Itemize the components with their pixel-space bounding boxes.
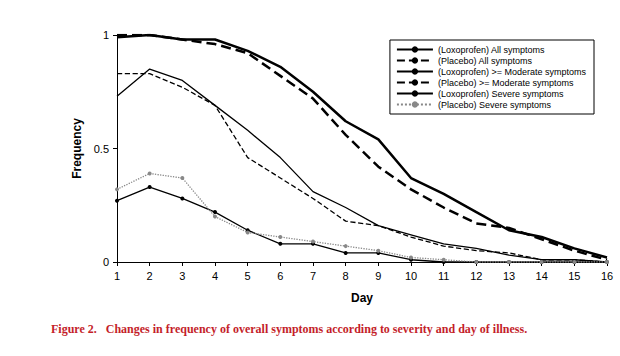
svg-text:8: 8 (343, 270, 349, 282)
svg-text:(Placebo) All symptoms: (Placebo) All symptoms (438, 56, 533, 66)
svg-text:7: 7 (310, 270, 316, 282)
svg-text:11: 11 (438, 270, 449, 282)
svg-text:Frequency: Frequency (70, 118, 84, 179)
svg-text:14: 14 (536, 270, 548, 282)
svg-text:2: 2 (147, 270, 153, 282)
svg-text:3: 3 (179, 270, 185, 282)
svg-text:12: 12 (470, 270, 482, 282)
svg-text:Day: Day (351, 291, 373, 305)
svg-text:10: 10 (405, 270, 417, 282)
svg-text:4: 4 (212, 270, 218, 282)
svg-text:13: 13 (503, 270, 515, 282)
svg-text:(Loxoprofen) All symptoms: (Loxoprofen) All symptoms (438, 45, 545, 55)
svg-text:15: 15 (568, 270, 580, 282)
svg-text:Figure 2. Changes in frequen: Figure 2. Changes in frequency of overal… (51, 322, 527, 336)
svg-text:0: 0 (103, 256, 109, 268)
svg-text:16: 16 (601, 270, 613, 282)
svg-text:(Loxoprofen) Severe symptoms: (Loxoprofen) Severe symptoms (438, 89, 564, 99)
svg-text:1: 1 (103, 29, 109, 41)
svg-text:(Placebo) >= Moderate symptoms: (Placebo) >= Moderate symptoms (438, 78, 574, 88)
svg-text:9: 9 (375, 270, 381, 282)
svg-text:0.5: 0.5 (94, 143, 109, 155)
svg-text:(Loxoprofen) >= Moderate sympt: (Loxoprofen) >= Moderate symptoms (438, 67, 587, 77)
svg-text:1: 1 (114, 270, 120, 282)
svg-text:5: 5 (245, 270, 251, 282)
svg-text:6: 6 (277, 270, 283, 282)
svg-text:(Placebo) Severe symptoms: (Placebo) Severe symptoms (438, 100, 552, 110)
